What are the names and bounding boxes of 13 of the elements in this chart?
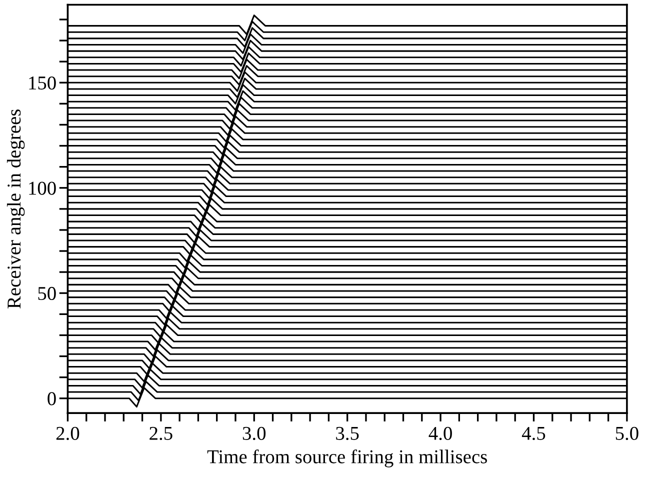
y-tick-label: 0 [48, 392, 56, 406]
y-tick-label: 150 [29, 76, 56, 90]
x-axis-title: Time from source firing in millisecs [207, 449, 487, 468]
y-tick-label: 100 [29, 182, 56, 195]
x-tick-label: 2.0 [56, 426, 80, 440]
x-tick-label: 3.5 [336, 426, 359, 440]
y-tick-label: 50 [38, 286, 56, 300]
x-tick-label: 4.0 [428, 426, 452, 440]
y-axis-title: Receiver angle in degrees [6, 109, 25, 309]
x-tick-label: 4.5 [522, 426, 546, 440]
x-tick-label: 2.5 [150, 426, 172, 440]
x-tick-label: 5.0 [616, 426, 638, 440]
x-tick-label: 3.0 [242, 426, 266, 440]
